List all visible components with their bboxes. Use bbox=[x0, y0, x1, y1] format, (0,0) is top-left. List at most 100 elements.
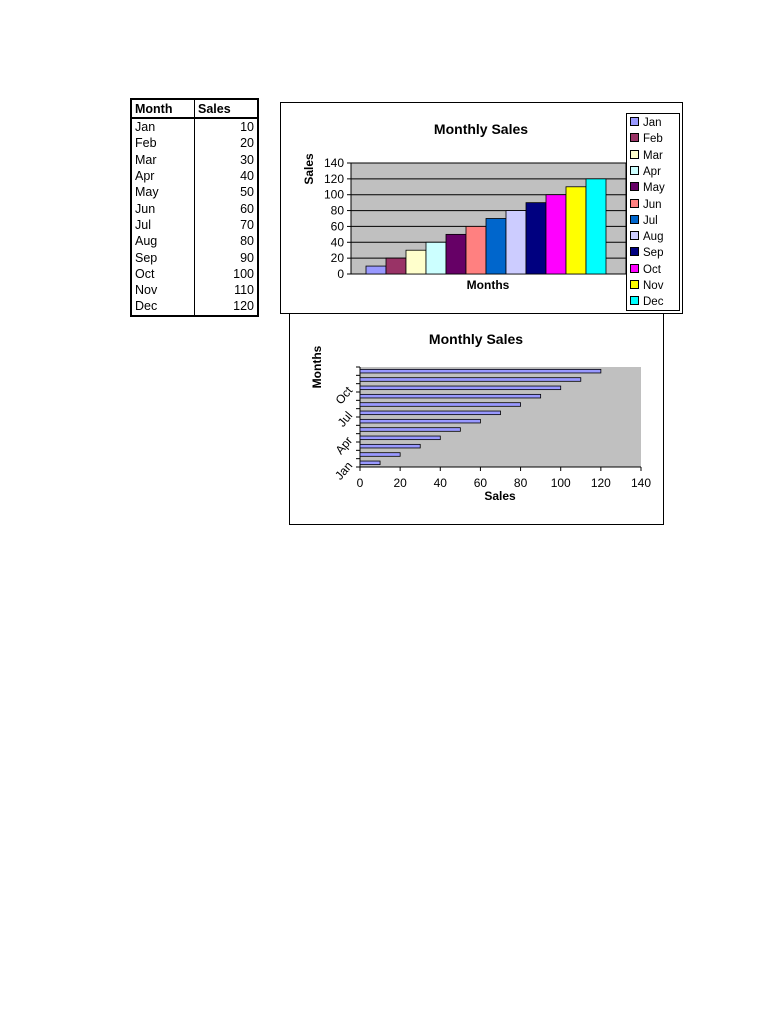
bar-mar bbox=[405, 249, 427, 275]
legend-swatch bbox=[630, 280, 639, 289]
bar-sep bbox=[359, 393, 542, 399]
y-tick-label: 120 bbox=[324, 172, 344, 186]
y-tick-label: 100 bbox=[324, 188, 344, 202]
x-tick-label: 20 bbox=[393, 476, 407, 490]
plot-area bbox=[360, 367, 641, 467]
legend-label: Nov bbox=[643, 280, 664, 292]
month-cell: Feb bbox=[131, 135, 195, 152]
bar-apr bbox=[359, 435, 441, 441]
bar-oct bbox=[545, 194, 567, 275]
sales-cell: 120 bbox=[233, 299, 254, 314]
legend-label: Dec bbox=[643, 296, 664, 309]
y-tick-label: 20 bbox=[331, 251, 345, 265]
bar-may bbox=[359, 427, 461, 432]
bar-dec bbox=[585, 178, 607, 275]
legend-entry-apr: Apr bbox=[630, 165, 661, 179]
bar-aug bbox=[359, 402, 521, 407]
y-tick-label: 0 bbox=[337, 267, 344, 281]
legend-entry-aug: Aug bbox=[630, 231, 663, 244]
column-header-sales: Sales bbox=[194, 99, 258, 119]
x-tick-label: 40 bbox=[434, 476, 448, 490]
sales-cell: 100 bbox=[233, 266, 254, 281]
legend-label: Jan bbox=[643, 117, 662, 129]
legend-label: Jul bbox=[643, 214, 658, 227]
legend-entry-oct: Oct bbox=[630, 263, 661, 277]
legend-label: Mar bbox=[643, 149, 663, 162]
month-cell: Aug bbox=[131, 233, 195, 250]
y-axis-label: Months bbox=[310, 345, 324, 388]
legend-label: Oct bbox=[643, 263, 661, 276]
table-row: Apr 40 bbox=[131, 167, 258, 185]
column-chart: Monthly Sales 0 20 40 60 80 100 120 140 Months Sal… bbox=[280, 102, 683, 314]
legend-swatch bbox=[630, 165, 639, 175]
table-row: Sep 90 bbox=[131, 249, 258, 266]
month-cell: Jan bbox=[131, 118, 195, 136]
column-header-month: Month bbox=[131, 99, 195, 119]
legend-swatch bbox=[630, 296, 639, 306]
table-row: Jul 70 bbox=[131, 216, 258, 234]
bar-sep bbox=[525, 202, 547, 275]
sales-cell: 20 bbox=[240, 136, 254, 151]
bar-nov bbox=[565, 186, 587, 275]
month-cell: Jun bbox=[131, 200, 195, 217]
table-row: Jan 10 bbox=[131, 118, 258, 136]
sales-cell: 60 bbox=[240, 201, 254, 216]
legend-swatch bbox=[630, 198, 639, 208]
sales-cell: 30 bbox=[240, 152, 254, 167]
column-chart-legend: Jan Feb Mar Apr May Jun Jul Aug Sep Oct Nov Dec bbox=[626, 113, 680, 311]
sales-cell: 90 bbox=[240, 250, 254, 265]
bar-dec bbox=[359, 368, 602, 374]
bar-jun bbox=[465, 226, 487, 275]
legend-swatch bbox=[630, 149, 639, 159]
table-row: Nov 110 bbox=[131, 281, 258, 299]
bar-chart: Monthly Sales 0 20 40 60 80 100 120 140 Jan Apr Jul… bbox=[289, 313, 664, 525]
bar-apr bbox=[425, 241, 447, 275]
legend-entry-sep: Sep bbox=[630, 247, 663, 260]
bar-may bbox=[445, 233, 467, 275]
y-axis-label: Sales bbox=[302, 153, 316, 185]
table-row: Dec 120 bbox=[131, 298, 258, 316]
legend-label: Jun bbox=[643, 198, 662, 211]
x-tick-label: 80 bbox=[514, 476, 528, 490]
x-tick-label: 0 bbox=[357, 476, 364, 490]
legend-swatch bbox=[630, 133, 639, 143]
legend-swatch bbox=[630, 117, 639, 126]
sales-cell: 10 bbox=[240, 120, 254, 135]
month-cell: Mar bbox=[131, 151, 195, 168]
legend-entry-jan: Jan bbox=[630, 117, 662, 130]
chart-title: Monthly Sales bbox=[434, 121, 528, 137]
y-tick-label: 80 bbox=[331, 204, 345, 218]
sales-cell: 80 bbox=[240, 234, 254, 249]
table-row: Aug 80 bbox=[131, 233, 258, 250]
bar-mar bbox=[359, 443, 421, 449]
legend-label: Sep bbox=[643, 247, 664, 260]
legend-swatch bbox=[630, 263, 639, 273]
bar-jun bbox=[359, 418, 481, 424]
legend-entry-feb: Feb bbox=[630, 133, 663, 146]
legend-swatch bbox=[630, 182, 639, 192]
x-tick-label: 60 bbox=[474, 476, 488, 490]
month-cell: Dec bbox=[131, 298, 195, 316]
y-tick-label: Jan bbox=[332, 459, 355, 483]
x-tick-label: 100 bbox=[551, 476, 571, 490]
table-row: Feb 20 bbox=[131, 135, 258, 152]
x-tick-label: 120 bbox=[591, 476, 611, 490]
legend-entry-jun: Jun bbox=[630, 198, 662, 212]
legend-label: May bbox=[643, 182, 665, 195]
bar-feb bbox=[359, 452, 401, 457]
x-axis-label: Months bbox=[467, 278, 510, 292]
month-cell: Apr bbox=[131, 167, 195, 185]
month-cell: Jul bbox=[131, 216, 195, 234]
legend-entry-mar: Mar bbox=[630, 149, 663, 163]
sales-cell: 70 bbox=[240, 217, 254, 232]
legend-entry-jul: Jul bbox=[630, 214, 658, 228]
bar-jul bbox=[485, 218, 507, 275]
legend-label: Feb bbox=[643, 133, 663, 146]
month-cell: Oct bbox=[131, 265, 195, 282]
table-row: Mar 30 bbox=[131, 151, 258, 168]
bar-nov bbox=[359, 377, 582, 382]
y-tick-label: 60 bbox=[331, 219, 345, 233]
y-tick-label: Apr bbox=[333, 434, 356, 457]
chart-title: Monthly Sales bbox=[429, 331, 523, 347]
